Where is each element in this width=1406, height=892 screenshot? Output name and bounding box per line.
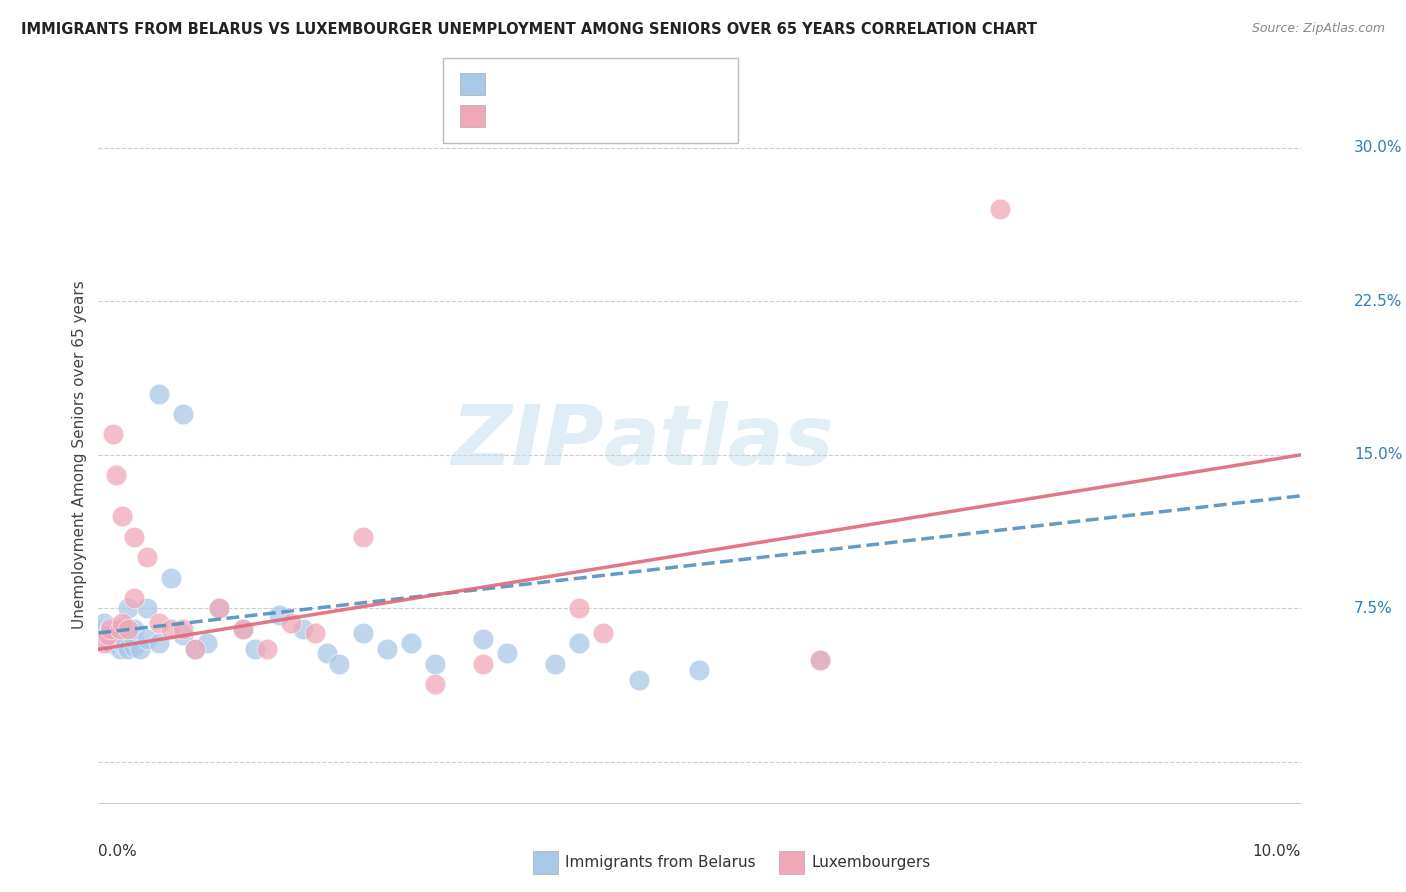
Point: [183, 642, 205, 657]
Point: [148, 386, 170, 401]
Point: [328, 657, 350, 671]
Point: [108, 622, 131, 636]
Text: 7.5%: 7.5%: [1354, 601, 1393, 615]
Point: [108, 642, 131, 657]
Text: ZIP: ZIP: [451, 401, 603, 482]
Point: [129, 642, 152, 657]
Point: [172, 628, 194, 642]
Point: [159, 571, 181, 585]
Point: [114, 632, 136, 646]
Text: Immigrants from Belarus: Immigrants from Belarus: [565, 855, 756, 870]
Text: Luxembourgers: Luxembourgers: [811, 855, 931, 870]
Point: [988, 202, 1011, 217]
Point: [568, 636, 591, 650]
Point: [100, 620, 122, 634]
Point: [628, 673, 651, 687]
Point: [124, 640, 146, 655]
Point: [172, 622, 194, 636]
Point: [232, 622, 254, 636]
Point: [135, 632, 157, 646]
Text: R = 0.086: R = 0.086: [492, 75, 591, 93]
Point: [100, 628, 122, 642]
Point: [208, 601, 231, 615]
Point: [808, 652, 831, 666]
Text: 10.0%: 10.0%: [1253, 845, 1301, 859]
Point: [111, 626, 134, 640]
Point: [423, 657, 446, 671]
Point: [114, 638, 136, 652]
Point: [304, 626, 326, 640]
Point: [352, 626, 374, 640]
Point: [101, 427, 124, 442]
Point: [808, 652, 831, 666]
Point: [472, 657, 495, 671]
Text: 0.0%: 0.0%: [98, 845, 138, 859]
Text: R = 0.377: R = 0.377: [492, 107, 591, 125]
Point: [232, 622, 254, 636]
Point: [101, 632, 124, 646]
Text: N = 50: N = 50: [612, 75, 679, 93]
Point: [101, 624, 124, 638]
Point: [100, 636, 122, 650]
Point: [105, 630, 128, 644]
Point: [124, 530, 146, 544]
Text: 30.0%: 30.0%: [1354, 140, 1402, 155]
Point: [97, 626, 120, 640]
Point: [496, 647, 519, 661]
Point: [100, 622, 122, 636]
Point: [243, 642, 266, 657]
Point: [124, 591, 146, 606]
Point: [111, 636, 134, 650]
Point: [117, 622, 139, 636]
Point: [105, 636, 128, 650]
Point: [124, 632, 146, 646]
Point: [135, 550, 157, 565]
Point: [93, 622, 115, 636]
Point: [280, 615, 302, 630]
Point: [111, 509, 134, 524]
Point: [172, 407, 194, 421]
Point: [135, 601, 157, 615]
Text: Source: ZipAtlas.com: Source: ZipAtlas.com: [1251, 22, 1385, 36]
Point: [399, 636, 422, 650]
Text: 22.5%: 22.5%: [1354, 294, 1402, 309]
Point: [291, 622, 314, 636]
Point: [93, 615, 115, 630]
Point: [568, 601, 591, 615]
Text: 15.0%: 15.0%: [1354, 448, 1402, 462]
Point: [93, 636, 115, 650]
Point: [148, 615, 170, 630]
Point: [472, 632, 495, 646]
Point: [111, 632, 134, 646]
Point: [352, 530, 374, 544]
Point: [688, 663, 710, 677]
Point: [592, 626, 614, 640]
Point: [267, 607, 290, 622]
Point: [97, 628, 120, 642]
Point: [111, 615, 134, 630]
Text: atlas: atlas: [603, 401, 834, 482]
Point: [117, 601, 139, 615]
Point: [148, 636, 170, 650]
Text: IMMIGRANTS FROM BELARUS VS LUXEMBOURGER UNEMPLOYMENT AMONG SENIORS OVER 65 YEARS: IMMIGRANTS FROM BELARUS VS LUXEMBOURGER …: [21, 22, 1038, 37]
Point: [105, 468, 128, 483]
Text: N = 28: N = 28: [612, 107, 679, 125]
Point: [159, 622, 181, 636]
Point: [124, 622, 146, 636]
Y-axis label: Unemployment Among Seniors over 65 years: Unemployment Among Seniors over 65 years: [72, 281, 87, 629]
Point: [195, 636, 218, 650]
Point: [423, 677, 446, 691]
Point: [375, 642, 398, 657]
Point: [183, 642, 205, 657]
Point: [117, 642, 139, 657]
Point: [256, 642, 278, 657]
Point: [208, 601, 231, 615]
Point: [544, 657, 567, 671]
Point: [111, 620, 134, 634]
Point: [315, 647, 337, 661]
